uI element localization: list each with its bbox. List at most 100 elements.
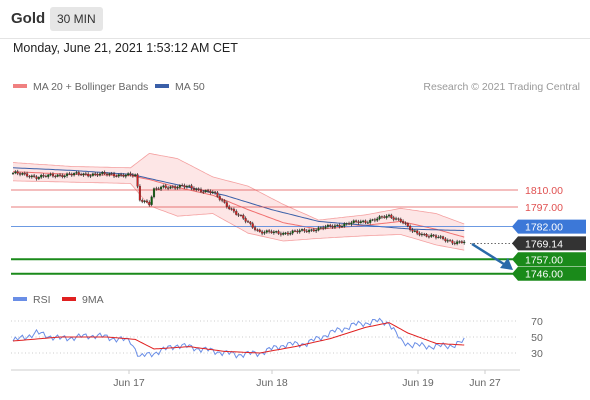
candle bbox=[437, 235, 440, 239]
candle bbox=[305, 229, 308, 233]
candle bbox=[143, 200, 146, 204]
legend-ma50-swatch bbox=[155, 84, 169, 88]
candle bbox=[82, 172, 85, 177]
candle bbox=[211, 190, 214, 194]
level-last_price: 1769.14 bbox=[470, 236, 586, 251]
candle bbox=[317, 226, 320, 232]
level-label: 1757.00 bbox=[525, 254, 563, 266]
candle bbox=[73, 172, 76, 177]
candle bbox=[181, 183, 184, 187]
candle bbox=[291, 229, 294, 236]
candle bbox=[124, 173, 127, 179]
candle bbox=[96, 172, 99, 177]
candle bbox=[277, 229, 280, 235]
x-axis: Jun 17 Jun 18 Jun 19 Jun 27 bbox=[11, 369, 520, 389]
ma50-line bbox=[12, 167, 465, 231]
candle bbox=[357, 219, 360, 225]
candle bbox=[225, 200, 228, 209]
candle bbox=[242, 213, 245, 220]
candle bbox=[268, 229, 271, 234]
candle bbox=[105, 172, 109, 177]
candles bbox=[11, 169, 466, 246]
candle bbox=[122, 173, 125, 178]
candle bbox=[406, 222, 409, 228]
legend-ma50-label: MA 50 bbox=[175, 81, 205, 93]
candle bbox=[162, 184, 165, 189]
candle bbox=[340, 224, 344, 228]
candle bbox=[37, 176, 40, 181]
level-label: 1746.00 bbox=[525, 269, 563, 281]
candle bbox=[103, 170, 106, 176]
candle bbox=[246, 219, 250, 223]
candle bbox=[261, 229, 264, 236]
candle bbox=[378, 214, 381, 221]
candle bbox=[336, 224, 339, 227]
candle bbox=[345, 222, 348, 226]
candle bbox=[75, 170, 78, 175]
level-resistance: 1797.00 bbox=[11, 202, 563, 214]
candle bbox=[131, 173, 134, 178]
candle bbox=[463, 240, 466, 245]
candle bbox=[289, 231, 292, 236]
candle bbox=[94, 171, 97, 177]
candle bbox=[329, 223, 332, 228]
candle bbox=[324, 224, 327, 230]
candle bbox=[364, 219, 367, 225]
candle bbox=[312, 227, 315, 233]
candle bbox=[30, 174, 33, 179]
candle bbox=[416, 229, 419, 236]
candle bbox=[251, 221, 254, 229]
candle bbox=[308, 228, 311, 234]
candle bbox=[174, 184, 177, 190]
candle bbox=[444, 237, 447, 243]
candle bbox=[446, 238, 449, 243]
candle bbox=[113, 171, 116, 179]
candle bbox=[176, 185, 179, 190]
candle bbox=[441, 235, 445, 241]
candle bbox=[58, 173, 62, 178]
candle bbox=[256, 228, 259, 232]
candle bbox=[310, 228, 313, 232]
candle bbox=[44, 174, 47, 178]
candle bbox=[68, 171, 71, 176]
candle bbox=[300, 228, 304, 232]
x-tick-label: Jun 17 bbox=[113, 377, 145, 389]
candle bbox=[21, 172, 24, 176]
legend-9ma-label: 9MA bbox=[82, 294, 104, 306]
candle bbox=[136, 173, 139, 189]
candle bbox=[453, 241, 456, 246]
candle bbox=[399, 217, 402, 224]
candle bbox=[326, 223, 329, 229]
candle bbox=[232, 207, 235, 214]
candle bbox=[127, 172, 130, 177]
candle bbox=[460, 240, 463, 244]
candle bbox=[319, 226, 322, 230]
candle bbox=[352, 219, 355, 225]
legend-rsi-swatch bbox=[13, 297, 27, 301]
header-bar: Gold 30 MIN bbox=[0, 0, 590, 39]
timestamp: Monday, June 21, 2021 1:53:12 AM CET bbox=[13, 41, 238, 55]
rsi-ticks: 70 50 30 bbox=[11, 316, 543, 360]
candle bbox=[253, 225, 257, 232]
candle bbox=[434, 234, 438, 240]
candle bbox=[185, 184, 188, 189]
candle bbox=[432, 234, 435, 238]
x-tick-label: Jun 27 bbox=[469, 377, 501, 389]
candle bbox=[87, 172, 90, 178]
candle bbox=[418, 231, 421, 237]
candle bbox=[157, 186, 160, 190]
candle bbox=[54, 174, 57, 179]
level-pivot: 1782.00 bbox=[11, 219, 586, 234]
candle bbox=[188, 184, 191, 188]
candle bbox=[284, 231, 287, 235]
candle bbox=[63, 174, 66, 179]
bollinger-upper-line bbox=[12, 152, 465, 225]
candle bbox=[409, 224, 412, 232]
candle bbox=[33, 173, 36, 178]
timeframe-button[interactable]: 30 MIN bbox=[50, 7, 103, 31]
candle bbox=[18, 171, 22, 177]
candle bbox=[120, 172, 123, 177]
candle bbox=[26, 171, 29, 178]
candle bbox=[171, 185, 174, 189]
